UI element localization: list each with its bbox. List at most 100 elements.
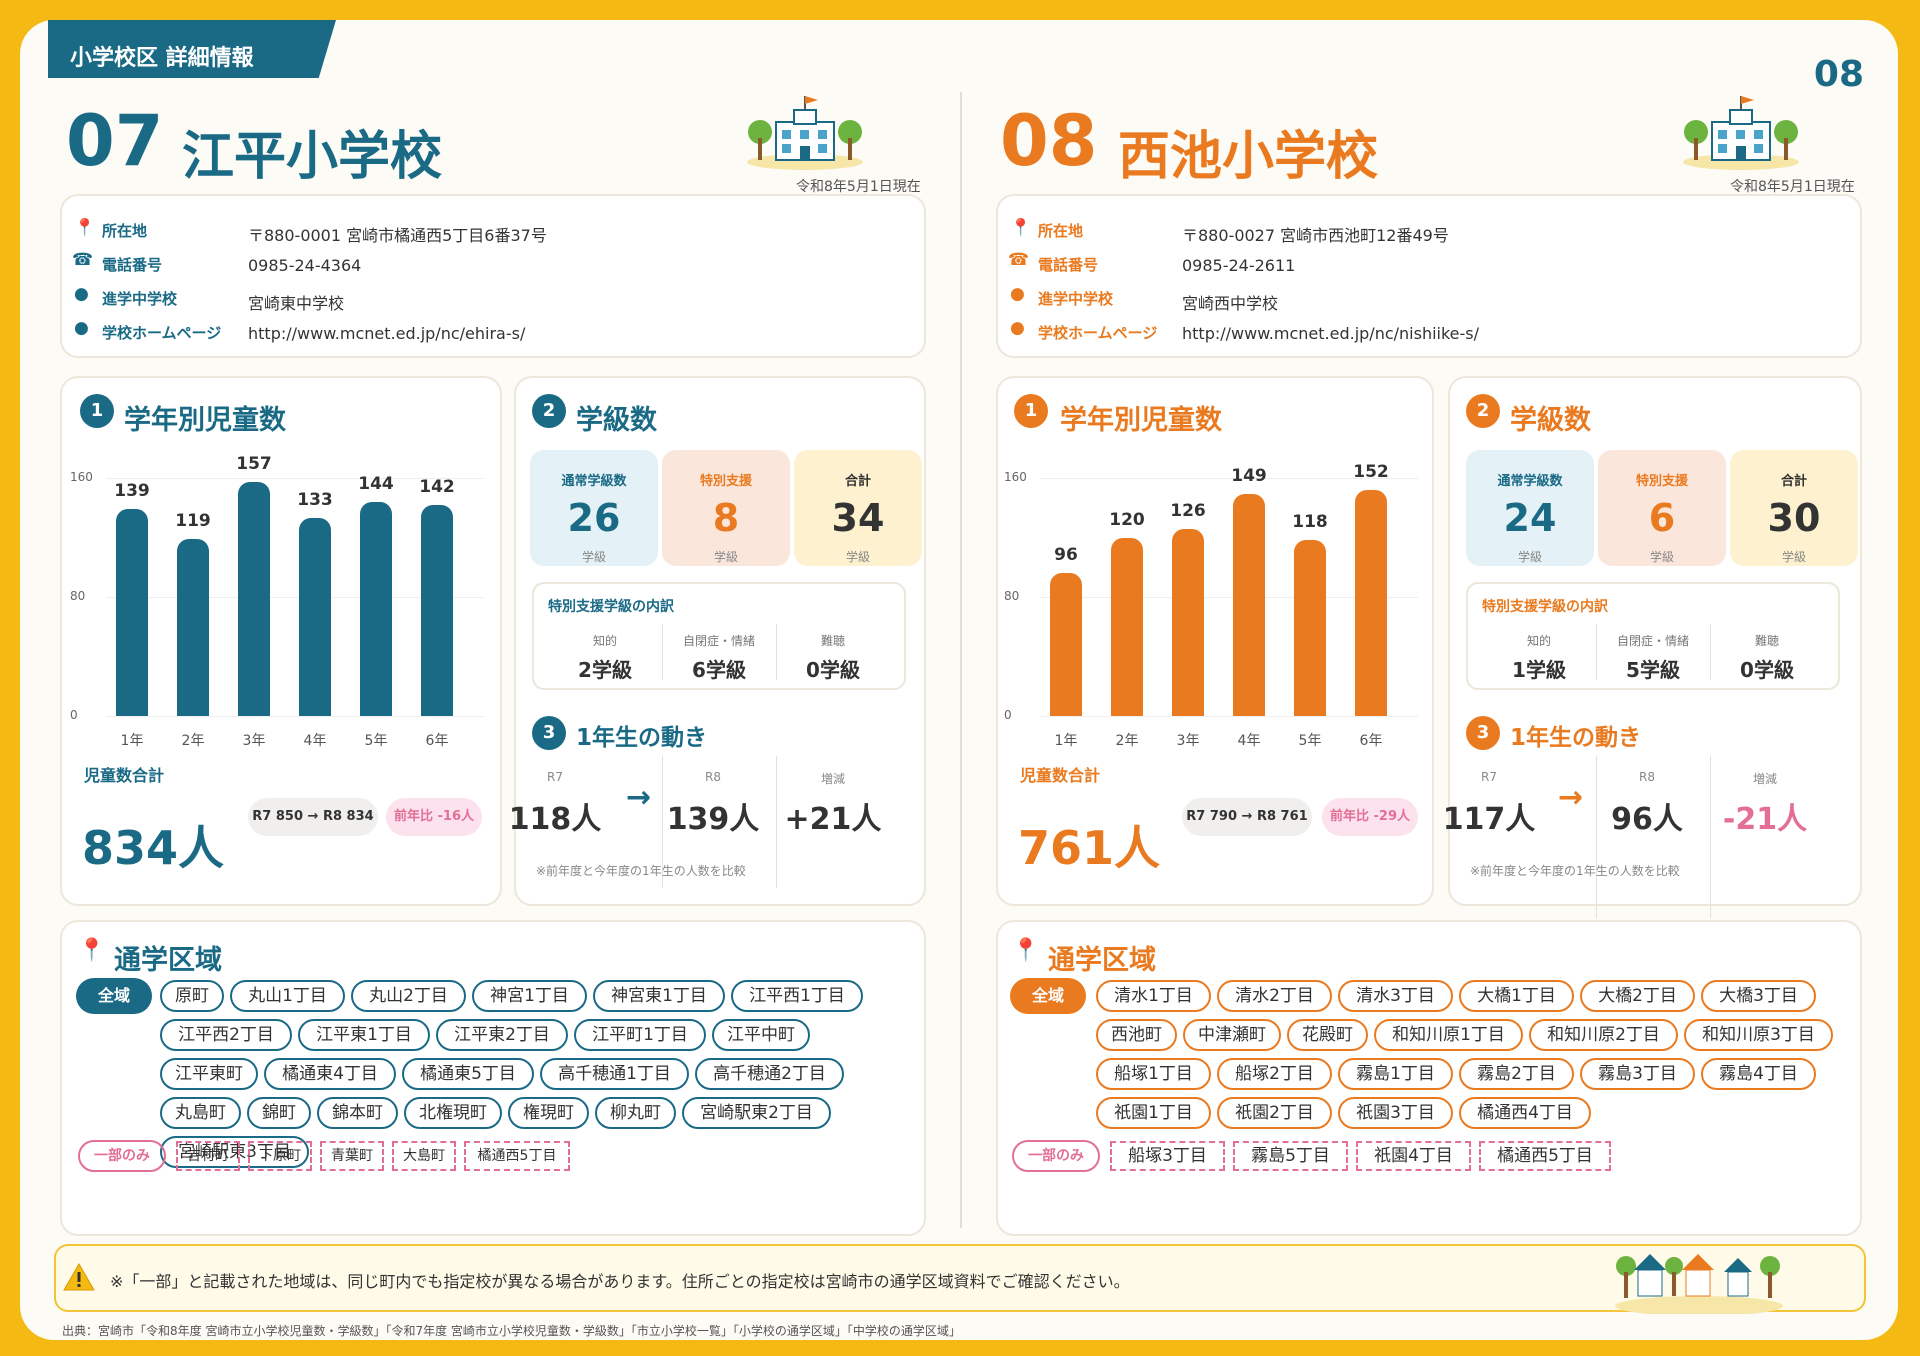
school-building-icon	[1683, 96, 1799, 170]
dot-icon: ●	[74, 284, 89, 304]
chart-bar	[177, 538, 209, 716]
footer-note-box	[54, 1244, 1866, 1312]
movement-prev-label: R7	[547, 770, 563, 784]
school-name: 西池小学校	[1118, 127, 1379, 187]
district-area-tag: 船塚2丁目	[1217, 1058, 1332, 1090]
info-card	[60, 194, 926, 358]
district-area-tag: 中津瀬町	[1183, 1019, 1281, 1051]
partial-area-tag: 霧島5丁目	[1233, 1141, 1348, 1171]
movement-title: 1年生の動き	[576, 725, 708, 751]
breakdown-value: 0学級	[1740, 658, 1794, 682]
section-badge: 3	[1466, 716, 1500, 750]
dot-icon: ●	[74, 318, 89, 338]
section-badge: 3	[532, 716, 566, 750]
bar-value-label: 120	[1109, 509, 1145, 530]
compare-pill: R7 790 → R8 761	[1182, 798, 1312, 836]
gridline	[106, 478, 484, 479]
bar-value-label: 142	[419, 476, 455, 497]
breakdown-value: 1学級	[1512, 658, 1566, 682]
movement-note: ※前年度と今年度の1年生の人数を比較	[1470, 864, 1680, 878]
district-area-tag: 錦本町	[317, 1097, 398, 1129]
breakdown-separator	[662, 624, 663, 680]
info-label-address: 所在地	[1038, 222, 1084, 240]
gridline	[106, 716, 484, 717]
district-area-tag: 祇園3丁目	[1338, 1097, 1453, 1129]
breakdown-value: 5学級	[1626, 658, 1680, 682]
bar-value-label: 126	[1170, 500, 1206, 521]
y-tick-label: 160	[70, 470, 93, 484]
district-area-tag: 清水2丁目	[1217, 980, 1332, 1012]
total-label: 児童数合計	[84, 766, 165, 785]
special-classes-box: 特別支援 8 学級	[662, 450, 790, 566]
district-area-tag: 江平西1丁目	[731, 980, 863, 1012]
movement-separator	[662, 756, 663, 888]
district-area-tag: 高千穂通2丁目	[695, 1058, 844, 1090]
section-label: 小学校区 詳細情報	[48, 20, 336, 78]
breakdown-separator	[1710, 624, 1711, 680]
district-area-tag: 橘通西4丁目	[1459, 1097, 1591, 1129]
total-label: 児童数合計	[1020, 766, 1101, 785]
yoy-pill: 前年比 -16人	[386, 798, 482, 836]
breakdown-separator	[1596, 624, 1597, 680]
district-area-tag: 丸山1丁目	[230, 980, 345, 1012]
classes-title: 学級数	[576, 405, 657, 436]
breakdown-label: 自閉症・情緒	[1616, 634, 1689, 648]
info-label-phone: 電話番号	[1038, 256, 1099, 274]
as-of-date: 令和8年5月1日現在	[796, 179, 921, 195]
total-classes-box: 合計 34 学級	[794, 450, 922, 566]
info-label-phone: 電話番号	[102, 256, 163, 274]
arrow-right-icon: →	[626, 780, 652, 815]
district-area-tag: 柳丸町	[595, 1097, 676, 1129]
x-tick-label: 5年	[1298, 733, 1322, 749]
info-phone: 0985-24-2611	[1182, 256, 1296, 275]
chart-bar	[238, 482, 270, 716]
total-students: 761人	[1018, 821, 1161, 875]
district-title: 通学区域	[1048, 945, 1156, 976]
bar-value-label: 152	[1353, 461, 1389, 482]
breakdown-label: 難聴	[1754, 634, 1779, 648]
phone-icon: ☎	[72, 250, 94, 270]
district-area-tag: 和知川原2丁目	[1529, 1019, 1678, 1051]
district-area-tag: 祇園2丁目	[1217, 1097, 1332, 1129]
y-tick-label: 160	[1004, 470, 1027, 484]
district-area-tag: 船塚1丁目	[1096, 1058, 1211, 1090]
info-label-junior-high: 進学中学校	[102, 290, 178, 308]
classes-title: 学級数	[1510, 405, 1591, 436]
district-area-tag: 神宮1丁目	[472, 980, 587, 1012]
district-area-tag: 西池町	[1096, 1019, 1177, 1051]
y-tick-label: 80	[1004, 589, 1020, 603]
special-breakdown-box	[532, 582, 906, 690]
school-building-icon	[747, 96, 863, 170]
info-address: 〒880-0001 宮崎市橘通西5丁目6番37号	[248, 226, 547, 245]
district-area-tag: 清水1丁目	[1096, 980, 1211, 1012]
movement-diff-label: 増減	[1752, 772, 1777, 786]
yoy-pill: 前年比 -29人	[1322, 798, 1418, 836]
bar-value-label: 119	[175, 510, 211, 531]
special-breakdown-box	[1466, 582, 1840, 690]
houses-illustration-icon	[1615, 1254, 1783, 1314]
district-area-tag: 丸島町	[160, 1097, 241, 1129]
x-tick-label: 6年	[425, 733, 449, 749]
info-label-homepage: 学校ホームページ	[102, 324, 222, 342]
district-area-tag: 霧島2丁目	[1459, 1058, 1574, 1090]
homepage-link[interactable]: http://www.mcnet.ed.jp/nc/ehira-s/	[248, 324, 526, 343]
footer-note: ※「一部」と記載された地域は、同じ町内でも指定校が異なる場合があります。住所ごと…	[110, 1272, 1130, 1291]
partial-area-tag: 橘通西5丁目	[464, 1141, 570, 1171]
movement-separator	[1710, 756, 1711, 918]
x-tick-label: 2年	[1115, 733, 1139, 749]
chart-bar	[360, 501, 392, 716]
partial-area-tag: 橘通西5丁目	[1479, 1141, 1611, 1171]
warning-icon	[63, 1262, 95, 1291]
column-divider	[960, 92, 962, 1228]
district-area-tag: 霧島4丁目	[1701, 1058, 1816, 1090]
info-junior-high: 宮崎西中学校	[1182, 294, 1279, 313]
district-area-tag: 高千穂通1丁目	[540, 1058, 689, 1090]
chart-bar	[116, 509, 148, 716]
district-area-tag: 和知川原3丁目	[1684, 1019, 1833, 1051]
x-tick-label: 5年	[364, 733, 388, 749]
bar-value-label: 118	[1292, 512, 1328, 533]
district-area-tag: 江平中町	[712, 1019, 810, 1051]
total-classes-box: 合計 30 学級	[1730, 450, 1858, 566]
homepage-link[interactable]: http://www.mcnet.ed.jp/nc/nishiike-s/	[1182, 324, 1480, 343]
bar-value-label: 133	[297, 490, 333, 511]
